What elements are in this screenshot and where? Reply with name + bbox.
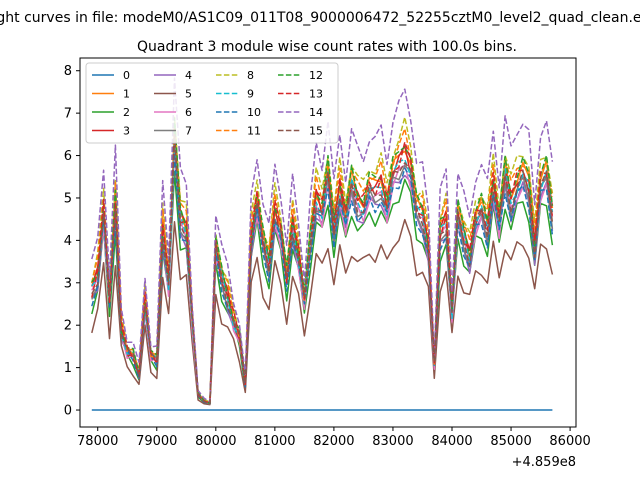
- legend-label-15: 15: [309, 125, 323, 138]
- plot-frame: [79, 57, 577, 428]
- series-layer: [91, 77, 554, 411]
- series-line-6: [91, 150, 554, 405]
- legend-label-2: 2: [123, 106, 130, 119]
- legend-frame: [85, 62, 339, 144]
- y-tick-label: 4: [64, 234, 72, 249]
- y-tick-label: 2: [64, 319, 72, 334]
- x-tick-label: 85000: [490, 434, 531, 449]
- x-tick-label: 79000: [136, 434, 177, 449]
- x-tick-label: 84000: [431, 434, 472, 449]
- legend-label-4: 4: [185, 69, 192, 82]
- y-tick-label: 6: [64, 149, 72, 164]
- chart-title: Quadrant 3 module wise count rates with …: [137, 39, 517, 55]
- legend-label-12: 12: [309, 69, 323, 82]
- legend-label-5: 5: [185, 88, 192, 101]
- y-tick-label: 0: [64, 404, 72, 419]
- legend-label-0: 0: [123, 69, 130, 82]
- legend-label-8: 8: [247, 69, 254, 82]
- series-line-9: [91, 135, 554, 405]
- series-line-5: [91, 218, 554, 406]
- y-tick-label: 1: [64, 361, 72, 376]
- legend-label-6: 6: [185, 106, 192, 119]
- x-tick-label: 83000: [372, 434, 413, 449]
- legend-label-7: 7: [185, 125, 192, 138]
- legend-label-11: 11: [247, 125, 261, 138]
- legend-label-14: 14: [309, 106, 323, 119]
- legend-label-13: 13: [309, 88, 323, 101]
- legend-label-3: 3: [123, 125, 130, 138]
- y-axis: 0 1 2 3 4 5 6 7 8: [64, 64, 80, 419]
- chart-suptitle: Light curves in file: modeM0/AS1C09_011T…: [0, 10, 640, 26]
- x-offset-label: +4.859e8: [512, 455, 576, 470]
- x-tick-label: 86000: [549, 434, 590, 449]
- x-tick-label: 80000: [195, 434, 236, 449]
- x-axis: 78000 79000 80000 81000 82000 83000 84000 85000…: [77, 427, 591, 449]
- y-tick-label: 7: [64, 107, 72, 122]
- y-tick-label: 8: [64, 64, 72, 79]
- legend-label-9: 9: [247, 88, 254, 101]
- x-tick-label: 82000: [313, 434, 354, 449]
- series-line-15: [91, 134, 554, 405]
- legend-label-10: 10: [247, 106, 261, 119]
- y-tick-label: 5: [64, 191, 72, 206]
- y-tick-label: 3: [64, 276, 72, 291]
- legend-label-1: 1: [123, 88, 130, 101]
- x-tick-label: 78000: [77, 434, 118, 449]
- x-tick-label: 81000: [254, 434, 295, 449]
- series-line-14: [91, 77, 554, 403]
